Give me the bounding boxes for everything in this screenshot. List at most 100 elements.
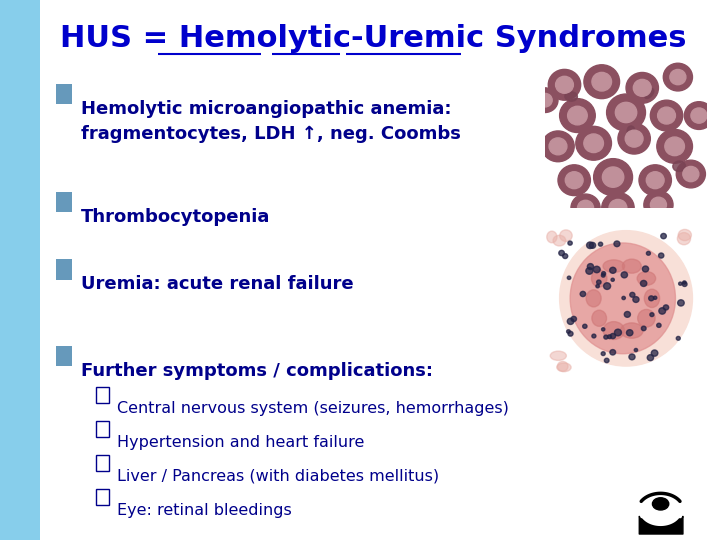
Text: Eye: retinal bleedings: Eye: retinal bleedings	[117, 503, 292, 518]
Circle shape	[663, 63, 693, 91]
Circle shape	[582, 324, 587, 328]
Ellipse shape	[644, 289, 660, 307]
Circle shape	[586, 267, 593, 274]
Ellipse shape	[678, 230, 691, 241]
Circle shape	[584, 65, 620, 99]
Circle shape	[657, 130, 693, 163]
Circle shape	[633, 296, 639, 302]
Circle shape	[596, 285, 599, 288]
Circle shape	[629, 354, 635, 360]
Circle shape	[654, 296, 657, 299]
Circle shape	[562, 254, 568, 259]
Circle shape	[634, 79, 651, 96]
Circle shape	[610, 349, 616, 355]
Circle shape	[559, 99, 595, 132]
Circle shape	[590, 242, 595, 248]
Circle shape	[676, 336, 680, 340]
Text: Thrombocytopenia: Thrombocytopenia	[81, 208, 270, 226]
Circle shape	[657, 323, 661, 327]
Circle shape	[616, 102, 636, 123]
Circle shape	[611, 278, 614, 281]
Circle shape	[691, 108, 707, 123]
Circle shape	[577, 200, 593, 215]
Ellipse shape	[559, 231, 693, 366]
Text: HUS = Hemolytic-Uremic Syndromes: HUS = Hemolytic-Uremic Syndromes	[60, 24, 686, 53]
Circle shape	[622, 296, 626, 300]
Circle shape	[650, 313, 654, 316]
Circle shape	[682, 282, 687, 287]
Circle shape	[642, 266, 649, 272]
Circle shape	[610, 267, 616, 273]
Circle shape	[609, 199, 627, 217]
Circle shape	[659, 308, 665, 314]
Circle shape	[683, 281, 686, 284]
Circle shape	[640, 280, 647, 286]
FancyBboxPatch shape	[56, 259, 72, 280]
Ellipse shape	[638, 309, 655, 327]
Ellipse shape	[550, 351, 567, 360]
Circle shape	[598, 242, 603, 246]
Circle shape	[647, 172, 664, 188]
Circle shape	[549, 70, 581, 100]
Circle shape	[650, 197, 667, 212]
Circle shape	[556, 76, 573, 93]
Ellipse shape	[553, 235, 566, 246]
Circle shape	[634, 348, 638, 352]
Circle shape	[642, 326, 646, 330]
Circle shape	[603, 283, 611, 289]
Circle shape	[567, 276, 571, 279]
Ellipse shape	[570, 243, 675, 354]
Circle shape	[601, 274, 605, 277]
Circle shape	[558, 165, 590, 195]
Circle shape	[549, 138, 567, 155]
Circle shape	[625, 130, 643, 147]
Ellipse shape	[546, 231, 557, 243]
Circle shape	[657, 107, 675, 124]
Circle shape	[614, 241, 620, 247]
Circle shape	[647, 252, 650, 255]
Circle shape	[626, 72, 659, 103]
Circle shape	[679, 282, 682, 285]
Circle shape	[670, 70, 686, 85]
Circle shape	[601, 352, 606, 355]
Circle shape	[652, 498, 669, 510]
Circle shape	[571, 316, 577, 322]
Ellipse shape	[586, 290, 601, 307]
Circle shape	[649, 296, 654, 301]
Ellipse shape	[621, 323, 643, 338]
Ellipse shape	[557, 363, 571, 372]
Circle shape	[639, 165, 671, 195]
Circle shape	[678, 300, 684, 306]
Circle shape	[567, 318, 574, 325]
Circle shape	[647, 355, 654, 361]
Circle shape	[608, 335, 611, 339]
Circle shape	[618, 123, 650, 154]
Circle shape	[659, 253, 664, 258]
Circle shape	[644, 191, 673, 219]
Circle shape	[587, 242, 593, 248]
Circle shape	[580, 292, 585, 296]
Circle shape	[630, 292, 635, 297]
Circle shape	[593, 266, 600, 273]
Ellipse shape	[637, 272, 656, 285]
Circle shape	[541, 131, 575, 162]
Circle shape	[650, 100, 683, 131]
Circle shape	[676, 160, 706, 188]
Ellipse shape	[592, 310, 606, 326]
Circle shape	[567, 106, 588, 125]
Circle shape	[593, 159, 633, 195]
Ellipse shape	[644, 89, 654, 98]
Circle shape	[592, 72, 611, 91]
Ellipse shape	[603, 322, 624, 340]
Circle shape	[568, 241, 572, 245]
Circle shape	[565, 172, 583, 188]
Circle shape	[684, 102, 714, 130]
Ellipse shape	[672, 161, 685, 172]
Ellipse shape	[678, 233, 690, 245]
Circle shape	[610, 333, 616, 339]
Circle shape	[661, 233, 666, 239]
Circle shape	[663, 305, 669, 310]
Circle shape	[532, 88, 558, 112]
FancyBboxPatch shape	[56, 346, 72, 366]
Circle shape	[538, 93, 552, 107]
